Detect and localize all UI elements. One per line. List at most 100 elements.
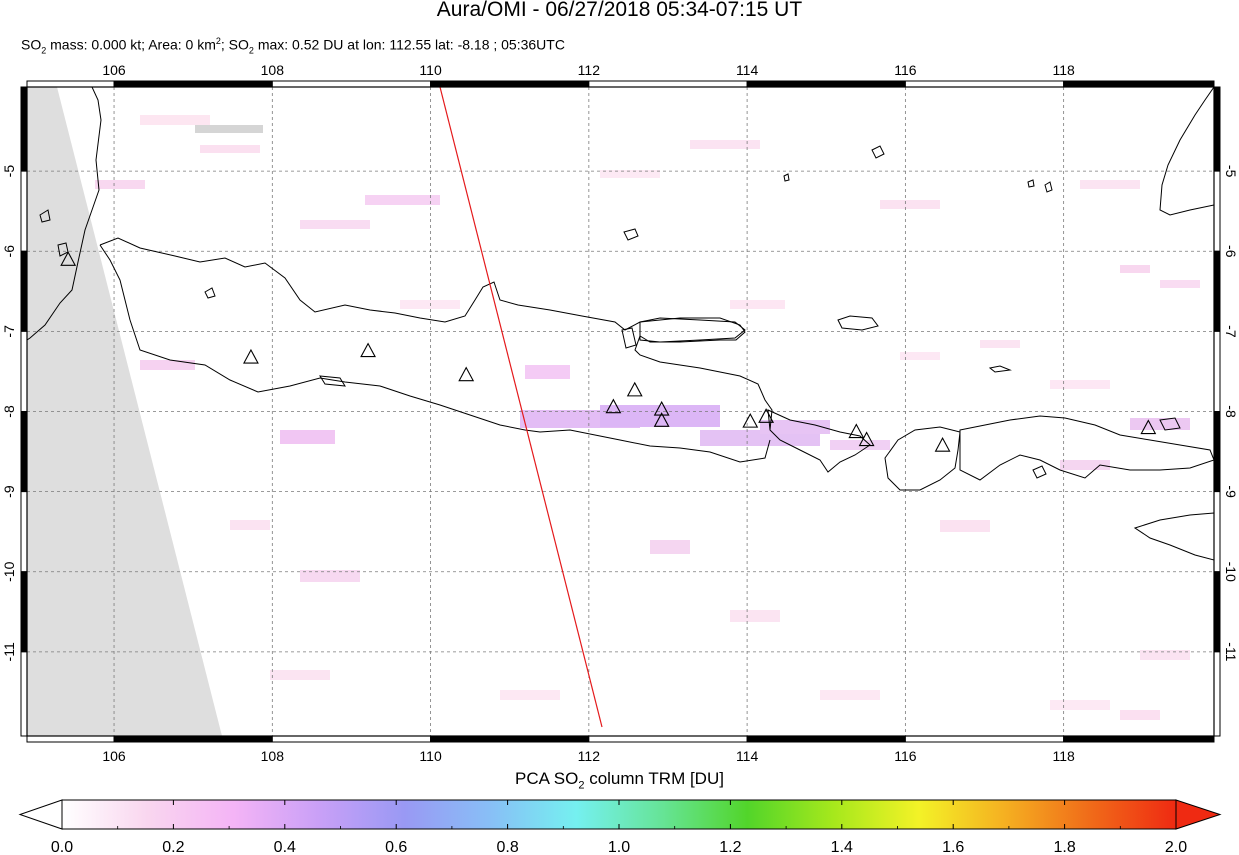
frame-segment-bottom (588, 735, 748, 743)
colorbar-tick-label: 0.8 (496, 839, 518, 855)
frame-segment-top (271, 80, 432, 88)
frame-segment-left (20, 491, 28, 573)
volcano-marker-icon (653, 412, 670, 427)
frame-segment-bottom (113, 735, 273, 743)
frame-segment-top (430, 80, 590, 88)
lon-tick-label: 114 (736, 748, 759, 764)
volcano-marker-icon (653, 400, 670, 416)
lon-tick-label: 110 (419, 62, 442, 78)
frame-segment-bottom (1063, 735, 1215, 743)
lon-labels-top: 106 108 110 112 114 116 118 (102, 62, 1075, 78)
frame-segment-right (1213, 330, 1221, 413)
map-frame (20, 80, 1221, 743)
frame-segment-top (26, 80, 115, 88)
volcano-marker-icon (626, 381, 643, 397)
volcano-marker-icon (1140, 419, 1157, 435)
volcano-marker-icon (60, 251, 77, 266)
no-data-strip (195, 125, 263, 133)
lon-tick-label: 110 (419, 748, 442, 764)
map-title: Aura/OMI - 06/27/2018 05:34-07:15 UT (436, 0, 803, 21)
frame-segment-bottom (904, 735, 1065, 743)
volcano-layer (60, 251, 1157, 452)
colorbar-tick-label: 1.6 (942, 839, 964, 855)
lat-tick-label: -11 (1, 642, 17, 661)
map-border (26, 86, 1215, 737)
so2-pixels (95, 115, 1200, 720)
lat-labels-right: -5 -6 -7 -8 -9 -10 -11 (1223, 165, 1239, 662)
colorbar-tick-label: 2.0 (1165, 839, 1187, 855)
colorbar-tick-labels: 0.0 0.2 0.4 0.6 0.8 1.0 1.2 1.4 1.6 1.8 2.0 (51, 839, 1187, 855)
frame-segment-right (1213, 571, 1221, 653)
frame-segment-right (1213, 491, 1221, 573)
frame-segment-bottom (746, 735, 906, 743)
volcano-marker-icon (605, 398, 622, 414)
volcano-marker-icon (243, 348, 259, 364)
frame-segment-top (113, 80, 273, 88)
lat-tick-label: -7 (1, 325, 17, 338)
volcano-marker-icon (858, 431, 875, 447)
frame-segment-right (1213, 170, 1221, 252)
lon-tick-label: 112 (578, 62, 601, 78)
colorbar-tick-label: 1.4 (831, 839, 853, 855)
frame-segment-top (904, 80, 1065, 88)
graticule (27, 87, 1214, 736)
volcano-marker-icon (458, 366, 475, 382)
map-subtitle: SO2 mass: 0.000 kt; Area: 0 km2; SO2 max… (21, 36, 565, 56)
lon-tick-label: 116 (894, 748, 917, 764)
frame-segment-top (588, 80, 748, 88)
lat-tick-label: -6 (1, 245, 17, 258)
frame-segment-left (20, 86, 28, 172)
colorbar: 0.0 0.2 0.4 0.6 0.8 1.0 1.2 1.4 1.6 1.8 2.0 (18, 799, 1222, 855)
colorbar-tick-label: 0.4 (274, 839, 296, 855)
colorbar-tick-label: 1.8 (1053, 839, 1075, 855)
frame-segment-left (20, 571, 28, 653)
frame-segment-right (1213, 411, 1221, 493)
lat-tick-label: -6 (1223, 245, 1239, 258)
frame-segment-left (20, 250, 28, 332)
lat-tick-label: -5 (1223, 165, 1239, 178)
frame-segment-bottom (430, 735, 590, 743)
colorbar-min-arrow (18, 799, 63, 830)
frame-segment-right (1213, 86, 1221, 172)
volcano-marker-icon (848, 423, 865, 439)
lat-tick-label: -10 (1, 561, 17, 581)
volcano-marker-icon (758, 408, 775, 423)
frame-segment-top (746, 80, 906, 88)
lat-tick-label: -11 (1223, 642, 1239, 661)
volcano-marker-icon (742, 412, 759, 428)
lat-labels-left: -5 -6 -7 -8 -9 -10 -11 (1, 165, 17, 662)
frame-segment-left (20, 170, 28, 252)
frame-segment-bottom (271, 735, 432, 743)
frame-segment-right (1213, 651, 1221, 737)
orbit-track (439, 87, 603, 728)
frame-segment-left (20, 411, 28, 493)
frame-segment-bottom (26, 735, 115, 743)
lon-tick-label: 106 (102, 62, 126, 78)
colorbar-tick-label: 0.6 (385, 839, 407, 855)
lon-tick-label: 112 (578, 748, 601, 764)
lon-tick-label: 114 (736, 62, 759, 78)
colorbar-max-arrow (1175, 799, 1222, 830)
lon-tick-label: 106 (102, 748, 126, 764)
colorbar-title: PCA SO2 column TRM [DU] (515, 769, 724, 792)
lat-tick-label: -8 (1223, 405, 1239, 418)
lon-labels-bottom: 106 108 110 112 114 116 118 (102, 748, 1075, 764)
colorbar-tick-label: 1.0 (608, 839, 630, 855)
lon-tick-label: 108 (261, 748, 285, 764)
lat-tick-label: -9 (1223, 485, 1239, 498)
volcano-marker-icon (360, 342, 376, 358)
lon-tick-label: 118 (1052, 62, 1075, 78)
lat-tick-label: -10 (1223, 562, 1239, 582)
lon-tick-label: 116 (894, 62, 917, 78)
lon-tick-label: 118 (1052, 748, 1075, 764)
colorbar-tick-label: 1.2 (719, 839, 741, 855)
colorbar-tick-label: 0.2 (162, 839, 184, 855)
frame-segment-left (20, 651, 28, 737)
colorbar-tick-label: 0.0 (51, 839, 73, 855)
volcano-marker-icon (934, 436, 951, 452)
colorbar-ticks (117, 800, 1121, 829)
lat-tick-label: -9 (1, 485, 17, 498)
frame-segment-right (1213, 250, 1221, 332)
frame-segment-top (1063, 80, 1215, 88)
